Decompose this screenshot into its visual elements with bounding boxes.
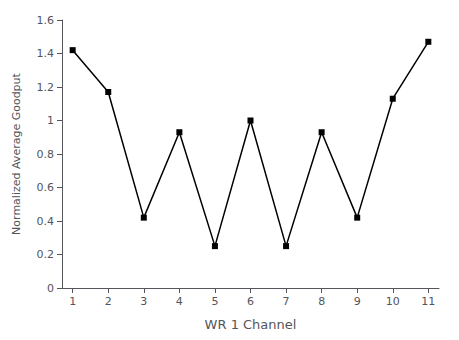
svg-text:9: 9: [354, 295, 361, 308]
svg-text:2: 2: [105, 295, 112, 308]
svg-text:0: 0: [47, 282, 54, 295]
svg-text:8: 8: [318, 295, 325, 308]
svg-text:10: 10: [386, 295, 400, 308]
svg-text:0.4: 0.4: [37, 215, 55, 228]
svg-text:4: 4: [176, 295, 183, 308]
svg-text:1: 1: [69, 295, 76, 308]
svg-text:0.8: 0.8: [37, 148, 55, 161]
svg-text:11: 11: [421, 295, 435, 308]
svg-text:WR 1 Channel: WR 1 Channel: [205, 317, 297, 332]
svg-text:0.2: 0.2: [37, 248, 55, 261]
svg-text:1.4: 1.4: [37, 47, 55, 60]
svg-text:1: 1: [47, 114, 54, 127]
svg-text:6: 6: [247, 295, 254, 308]
svg-text:5: 5: [211, 295, 218, 308]
svg-text:3: 3: [140, 295, 147, 308]
svg-text:1.2: 1.2: [37, 81, 55, 94]
svg-text:7: 7: [283, 295, 290, 308]
svg-text:0.6: 0.6: [37, 181, 55, 194]
svg-text:Normalized Average Goodput: Normalized Average Goodput: [10, 72, 23, 234]
svg-text:1.6: 1.6: [37, 14, 55, 27]
